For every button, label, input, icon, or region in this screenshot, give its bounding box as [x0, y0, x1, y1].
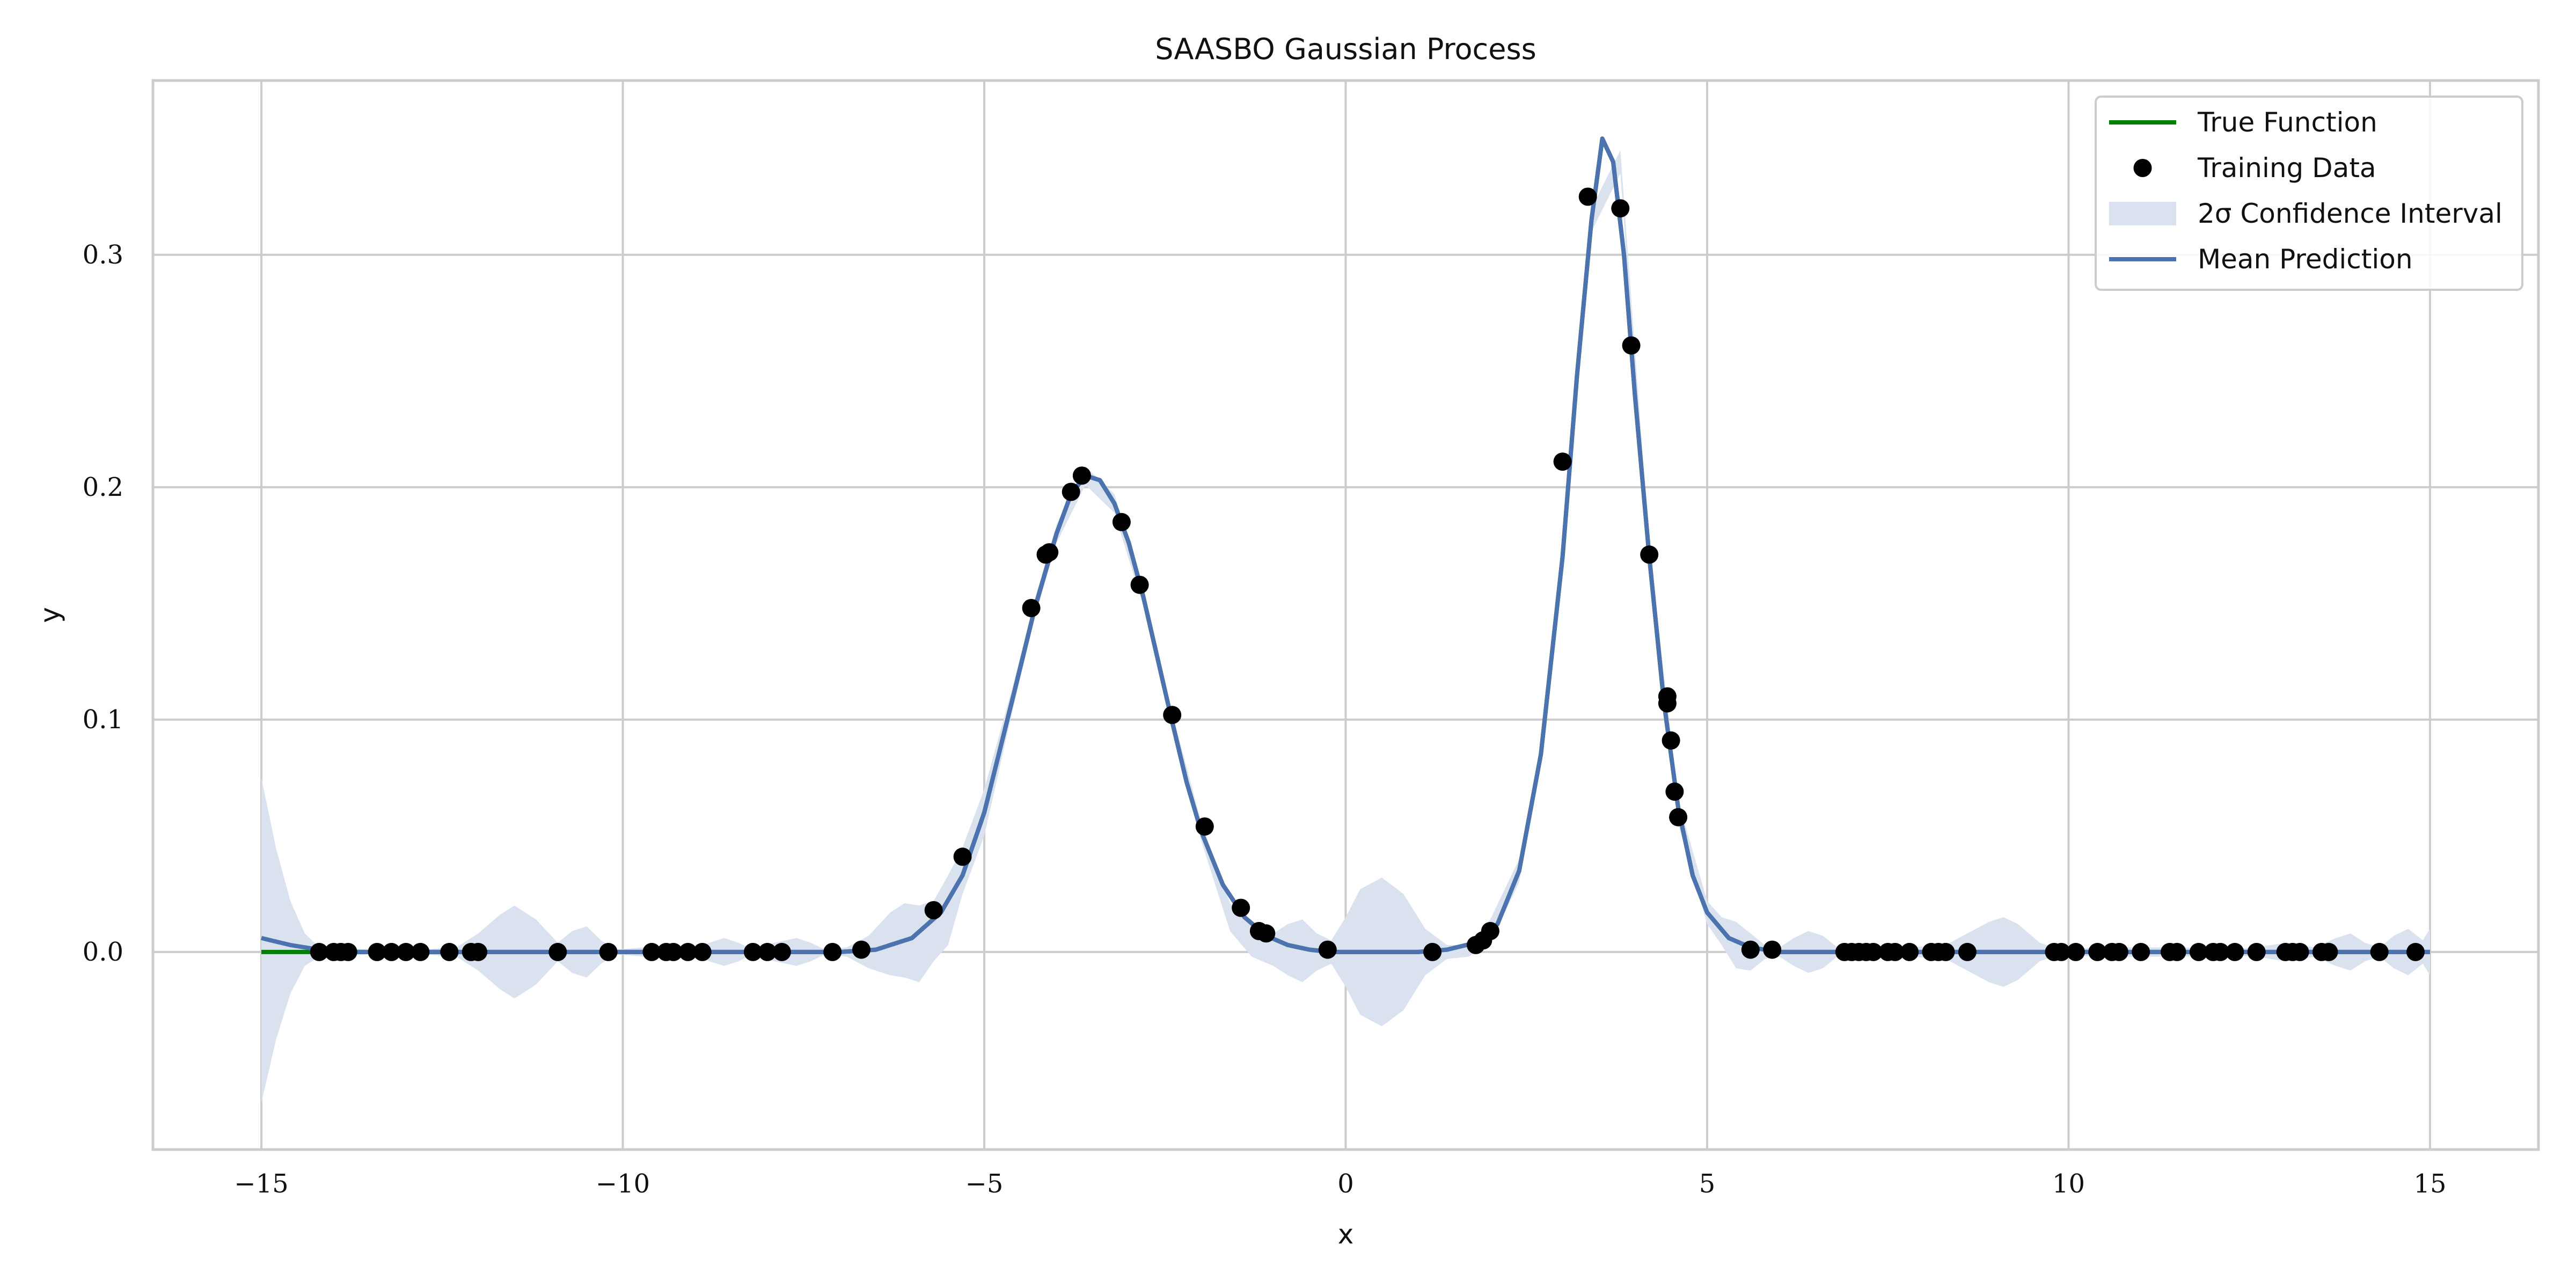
x-tick-label: 0: [1337, 1169, 1354, 1199]
training-data-point: [1195, 817, 1214, 836]
training-data-point: [2052, 942, 2070, 961]
legend: True Function Training Data 2σ Confidenc…: [2095, 96, 2523, 291]
legend-training-data-label: Training Data: [2197, 152, 2376, 184]
training-data-point: [953, 847, 972, 866]
x-tick-label: 5: [1699, 1169, 1716, 1199]
training-data-point: [664, 942, 683, 961]
y-axis-label: y: [34, 607, 65, 623]
training-data-point: [2319, 942, 2338, 961]
x-tick-label: −15: [234, 1169, 288, 1199]
mean-prediction-line: [261, 136, 2430, 954]
y-tick-label: 0.2: [83, 472, 123, 502]
legend-true-function-label: True Function: [2197, 107, 2377, 138]
training-data-point: [1423, 942, 1442, 961]
training-data-point: [2066, 942, 2085, 961]
y-tick-label: 0.3: [83, 240, 123, 270]
training-data-point: [744, 942, 762, 961]
training-data-point: [2168, 942, 2186, 961]
training-data-point: [1232, 898, 1250, 917]
training-data-point: [548, 942, 567, 961]
training-data-point: [397, 942, 415, 961]
training-data-point: [1640, 545, 1659, 564]
training-data-point: [1741, 940, 1760, 959]
legend-confidence-interval-label: 2σ Confidence Interval: [2198, 198, 2502, 229]
legend-mean-prediction-label: Mean Prediction: [2198, 244, 2413, 275]
tick-labels: −15 −10 −5 0 5 10 15 0.0 0.1 0.2 0.3: [83, 240, 2447, 1199]
training-points-layer: [310, 187, 2425, 961]
training-data-point: [1062, 482, 1080, 501]
legend-training-data-swatch: [2133, 159, 2152, 177]
training-data-point: [1958, 942, 1977, 961]
training-data-point: [823, 942, 842, 961]
training-data-point: [382, 942, 401, 961]
y-tick-label: 0.0: [83, 937, 123, 967]
training-data-point: [2247, 942, 2266, 961]
training-data-point: [852, 940, 870, 959]
training-data-point: [1900, 942, 1919, 961]
training-data-point: [2290, 942, 2309, 961]
training-data-point: [411, 942, 430, 961]
training-data-point: [469, 942, 488, 961]
training-data-point: [1022, 599, 1041, 617]
training-data-point: [758, 942, 777, 961]
training-data-point: [2370, 942, 2389, 961]
training-data-point: [368, 942, 386, 961]
training-data-point: [1886, 942, 1905, 961]
training-data-point: [310, 942, 328, 961]
training-data-point: [1163, 706, 1182, 724]
training-data-point: [772, 942, 791, 961]
training-data-point: [339, 942, 357, 961]
training-data-point: [2406, 942, 2425, 961]
training-data-point: [2088, 942, 2107, 961]
training-data-point: [1864, 942, 1883, 961]
x-tick-label: −10: [596, 1169, 650, 1199]
x-tick-label: −5: [965, 1169, 1004, 1199]
training-data-point: [693, 942, 712, 961]
training-data-point: [2211, 942, 2230, 961]
training-data-point: [1130, 575, 1149, 594]
training-data-point: [1936, 942, 1955, 961]
training-data-point: [2132, 942, 2150, 961]
training-data-point: [1257, 924, 1276, 943]
training-data-point: [1112, 513, 1131, 531]
training-data-point: [1481, 921, 1499, 940]
training-data-point: [1578, 187, 1597, 206]
training-data-point: [1611, 199, 1630, 218]
training-data-point: [678, 942, 697, 961]
training-data-point: [1040, 543, 1059, 562]
training-data-point: [1669, 808, 1688, 826]
training-data-point: [599, 942, 618, 961]
legend-box: [2095, 96, 2523, 291]
x-tick-label: 15: [2413, 1169, 2446, 1199]
training-data-point: [1658, 694, 1677, 713]
training-data-point: [440, 942, 459, 961]
training-data-point: [1763, 940, 1782, 959]
training-data-point: [1662, 731, 1680, 750]
training-data-point: [2189, 942, 2208, 961]
legend-confidence-interval-swatch: [2109, 202, 2176, 225]
x-axis-label: x: [1338, 1219, 1354, 1250]
y-tick-label: 0.1: [83, 705, 123, 735]
plot-frame: [151, 79, 2540, 1151]
chart-title: SAASBO Gaussian Process: [1155, 32, 1536, 66]
training-data-point: [924, 901, 943, 919]
training-data-point: [1553, 452, 1572, 471]
training-data-point: [2226, 942, 2244, 961]
training-data-point: [642, 942, 661, 961]
x-tick-label: 10: [2052, 1169, 2085, 1199]
training-data-point: [1622, 336, 1641, 355]
training-data-point: [1318, 940, 1337, 959]
training-data-point: [1665, 782, 1684, 801]
training-data-point: [2110, 942, 2128, 961]
training-data-point: [1072, 466, 1091, 485]
